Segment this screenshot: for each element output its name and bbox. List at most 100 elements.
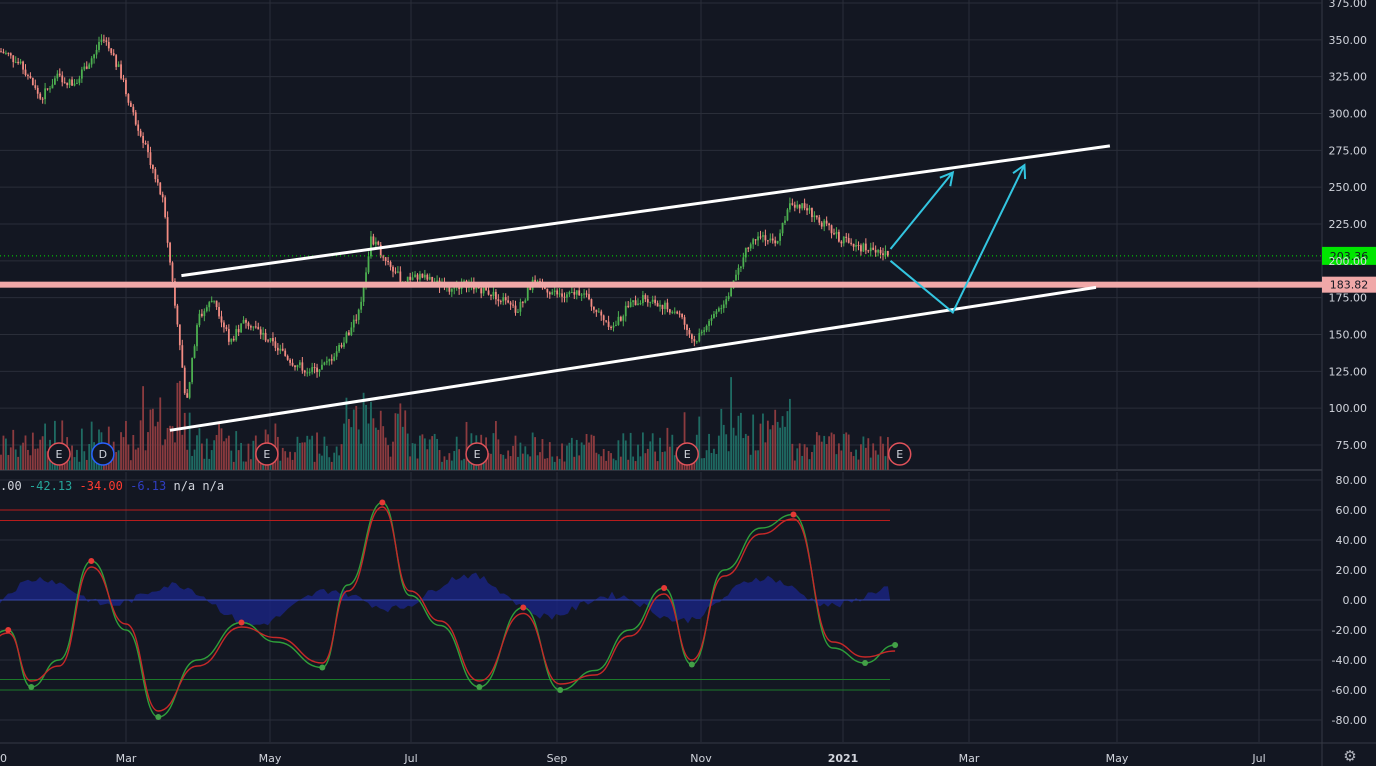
volume-bar bbox=[296, 436, 299, 470]
time-tick-label: Mar bbox=[116, 752, 137, 765]
horizontal-levels[interactable]: 183.82 203.36 bbox=[0, 246, 1376, 293]
volume-bar bbox=[127, 444, 130, 470]
candle-body bbox=[330, 359, 333, 361]
volume-bar bbox=[78, 461, 81, 470]
candle-body bbox=[134, 112, 137, 125]
volume-bar bbox=[210, 450, 213, 470]
candle-body bbox=[308, 372, 311, 374]
dividend-event-marker[interactable] bbox=[91, 442, 115, 466]
volume-bar bbox=[823, 435, 826, 470]
volume-bar bbox=[629, 432, 632, 470]
volume-bar bbox=[193, 449, 196, 470]
candle-body bbox=[303, 370, 306, 373]
candle-body bbox=[250, 326, 252, 328]
candle-body bbox=[882, 253, 884, 256]
volume-bar bbox=[90, 421, 93, 470]
volume-bar bbox=[245, 461, 247, 470]
earnings-event-marker[interactable] bbox=[255, 442, 279, 466]
support-level-line[interactable] bbox=[0, 281, 1322, 288]
volume-bar bbox=[855, 449, 857, 470]
volume-bar bbox=[318, 453, 321, 470]
candle-body bbox=[220, 316, 223, 323]
volume-bar bbox=[764, 442, 767, 470]
volume-bar bbox=[365, 404, 367, 470]
candle-body bbox=[291, 362, 294, 366]
candle-body bbox=[181, 345, 184, 368]
earnings-event-marker[interactable] bbox=[675, 442, 699, 466]
candle-body bbox=[495, 291, 497, 300]
volume-bar bbox=[24, 435, 27, 470]
volume-bar bbox=[17, 456, 20, 470]
time-tick-label: 2021 bbox=[828, 752, 859, 765]
candle-body bbox=[519, 302, 522, 312]
volume-bar bbox=[646, 448, 649, 470]
volume-bar bbox=[580, 442, 583, 470]
osc-histogram bbox=[0, 572, 890, 626]
volume-bar bbox=[436, 438, 438, 470]
volume-bar bbox=[754, 450, 757, 470]
candle-body bbox=[281, 348, 284, 351]
volume-bar bbox=[514, 435, 517, 470]
volume-bar bbox=[531, 432, 534, 470]
lower-channel[interactable] bbox=[169, 285, 1097, 432]
earnings-event-marker[interactable] bbox=[465, 442, 489, 466]
volume-bar bbox=[115, 452, 118, 470]
projection-arrow-1-arrowhead bbox=[939, 170, 955, 187]
candle-body bbox=[419, 273, 421, 280]
osc-signal-dot bbox=[892, 642, 899, 648]
volume-bar bbox=[370, 401, 372, 470]
volume-bar bbox=[649, 441, 652, 470]
candle-body bbox=[120, 64, 122, 79]
candle-body bbox=[705, 325, 708, 331]
candle-body bbox=[34, 85, 37, 88]
candle-body bbox=[683, 317, 686, 325]
candle-body bbox=[254, 326, 257, 328]
gear-icon[interactable]: ⚙ bbox=[1343, 747, 1357, 765]
volume-bar bbox=[313, 461, 316, 470]
volume-bar bbox=[737, 415, 740, 470]
candle-body bbox=[95, 49, 98, 55]
volume-bar bbox=[232, 461, 235, 470]
volume-bar bbox=[717, 435, 720, 470]
candle-body bbox=[566, 294, 568, 298]
earnings-event-marker[interactable] bbox=[887, 442, 912, 466]
candle-body bbox=[12, 55, 15, 63]
volume-bar bbox=[833, 434, 835, 470]
upper-channel[interactable] bbox=[181, 144, 1111, 278]
candle-body bbox=[678, 313, 681, 315]
trendline-drawings[interactable] bbox=[169, 144, 1111, 432]
volume-bar bbox=[752, 414, 755, 470]
candle-body bbox=[539, 281, 541, 283]
volume-bar bbox=[186, 449, 189, 470]
candle-body bbox=[372, 236, 375, 245]
candle-body bbox=[561, 293, 563, 297]
candle-body bbox=[642, 295, 644, 304]
projection-path-2[interactable] bbox=[889, 164, 1026, 314]
candle-body bbox=[735, 274, 737, 281]
candle-body bbox=[610, 326, 612, 328]
candle-body bbox=[14, 61, 17, 63]
volume-bar bbox=[578, 455, 581, 470]
legend-value-2: -34.00 bbox=[79, 479, 123, 493]
candle-body bbox=[661, 304, 664, 309]
candle-body bbox=[352, 319, 355, 328]
volume-bar bbox=[225, 438, 228, 470]
volume-bar bbox=[316, 432, 318, 470]
volume-bar bbox=[612, 458, 615, 470]
candle-body bbox=[573, 292, 576, 295]
volume-bar bbox=[406, 433, 409, 470]
candle-body bbox=[860, 245, 862, 252]
candle-body bbox=[593, 306, 595, 310]
projection-arrow-1[interactable] bbox=[889, 171, 954, 250]
candle-body bbox=[563, 296, 566, 298]
candle-body bbox=[178, 324, 181, 346]
candle-body bbox=[482, 287, 485, 294]
candle-body bbox=[284, 350, 287, 356]
earnings-event-marker[interactable] bbox=[47, 442, 71, 466]
volume-bar bbox=[372, 418, 375, 470]
volume-bar bbox=[159, 397, 162, 470]
volume-bar bbox=[568, 442, 571, 470]
volume-bar bbox=[178, 380, 181, 470]
